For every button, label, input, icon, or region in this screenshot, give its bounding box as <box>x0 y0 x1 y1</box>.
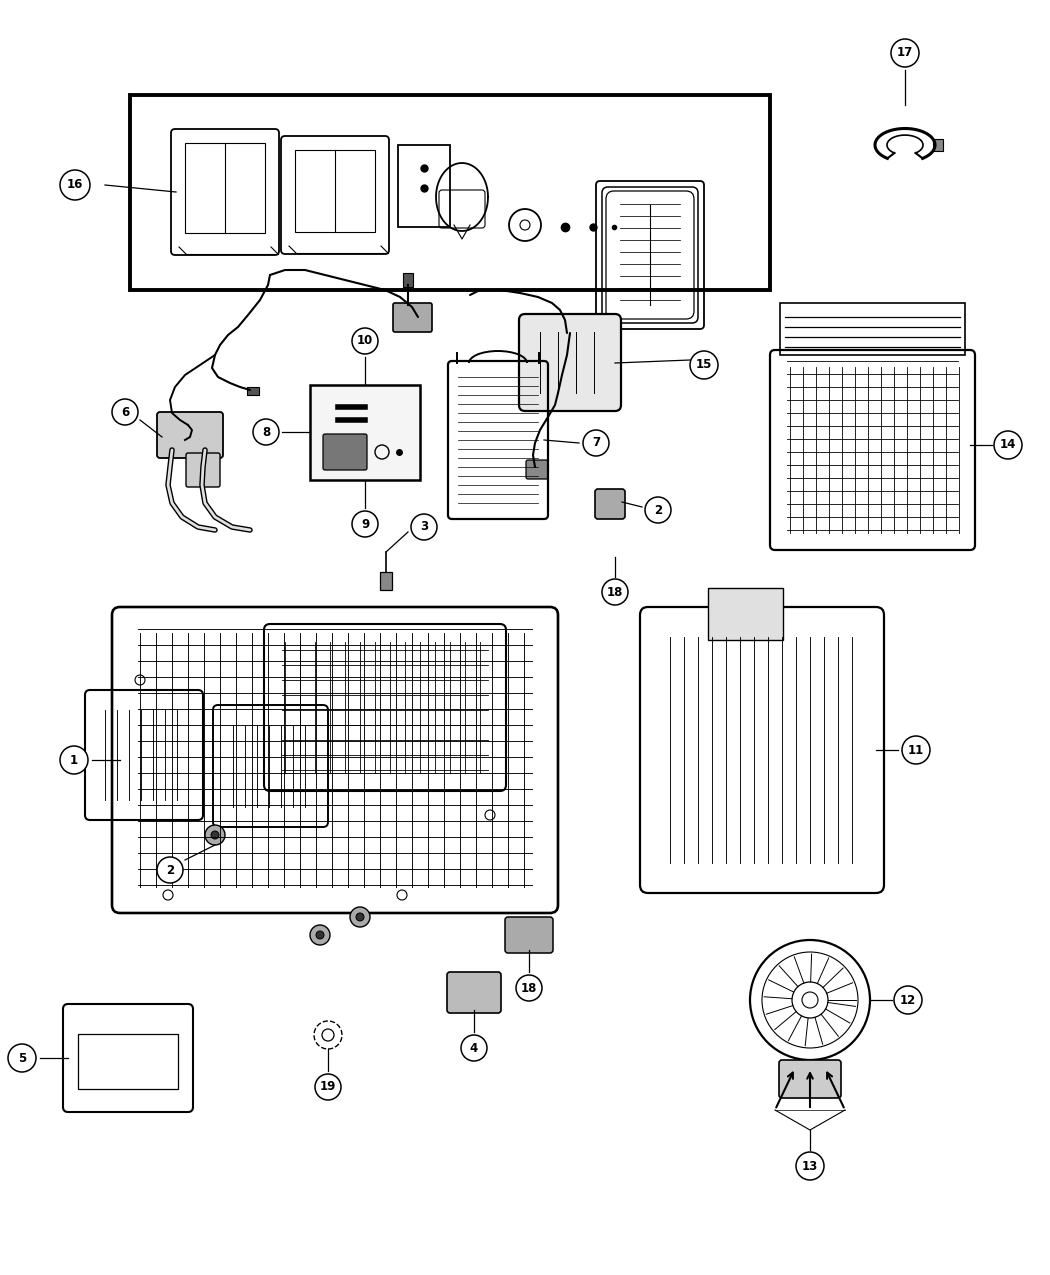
Text: 1: 1 <box>70 754 78 766</box>
FancyBboxPatch shape <box>779 1060 841 1098</box>
Text: 2: 2 <box>654 504 663 516</box>
Bar <box>130 96 770 289</box>
Text: 12: 12 <box>900 993 916 1006</box>
FancyBboxPatch shape <box>595 490 625 519</box>
Circle shape <box>516 975 542 1001</box>
Text: 10: 10 <box>357 334 373 348</box>
Text: 14: 14 <box>1000 439 1016 451</box>
Circle shape <box>352 511 378 537</box>
Circle shape <box>60 170 90 200</box>
Bar <box>933 139 943 150</box>
Circle shape <box>994 431 1022 459</box>
Circle shape <box>205 825 225 845</box>
Circle shape <box>356 913 364 921</box>
Circle shape <box>690 351 718 379</box>
FancyBboxPatch shape <box>323 434 367 470</box>
Bar <box>403 273 413 287</box>
Text: 3: 3 <box>420 520 428 533</box>
Text: 4: 4 <box>470 1042 478 1054</box>
Bar <box>398 145 450 227</box>
Circle shape <box>60 746 88 774</box>
Text: 7: 7 <box>592 436 600 450</box>
Text: 8: 8 <box>261 426 270 439</box>
Circle shape <box>461 1035 487 1061</box>
Text: 18: 18 <box>521 982 538 994</box>
Circle shape <box>211 831 219 839</box>
FancyBboxPatch shape <box>526 460 548 479</box>
Text: 19: 19 <box>320 1080 336 1094</box>
FancyBboxPatch shape <box>505 917 553 952</box>
Circle shape <box>158 857 183 884</box>
Circle shape <box>894 986 922 1014</box>
Circle shape <box>902 736 930 764</box>
Circle shape <box>583 430 609 456</box>
Circle shape <box>253 419 279 445</box>
Text: 16: 16 <box>67 179 83 191</box>
Circle shape <box>411 514 437 541</box>
FancyBboxPatch shape <box>158 412 223 458</box>
Bar <box>780 303 965 354</box>
Text: 11: 11 <box>908 743 924 756</box>
Bar <box>78 1034 178 1089</box>
Circle shape <box>8 1044 36 1072</box>
Bar <box>310 385 420 479</box>
Circle shape <box>796 1153 824 1179</box>
Text: 15: 15 <box>696 358 712 371</box>
Circle shape <box>310 924 330 945</box>
FancyBboxPatch shape <box>519 314 621 411</box>
Text: 6: 6 <box>121 405 129 418</box>
FancyBboxPatch shape <box>447 972 501 1014</box>
Text: 5: 5 <box>18 1052 26 1065</box>
Circle shape <box>891 40 919 68</box>
Text: 13: 13 <box>802 1159 818 1173</box>
Circle shape <box>112 399 138 425</box>
FancyBboxPatch shape <box>393 303 432 332</box>
Circle shape <box>315 1074 341 1100</box>
FancyBboxPatch shape <box>186 453 220 487</box>
Text: 2: 2 <box>166 863 174 876</box>
Bar <box>247 388 259 395</box>
Bar <box>380 572 392 590</box>
Text: 17: 17 <box>897 46 914 60</box>
Circle shape <box>602 579 628 606</box>
Circle shape <box>316 931 324 938</box>
Bar <box>295 150 375 232</box>
Circle shape <box>350 907 370 927</box>
Text: 18: 18 <box>607 585 624 598</box>
Circle shape <box>352 328 378 354</box>
Bar <box>185 143 265 233</box>
Text: 9: 9 <box>361 518 370 530</box>
Bar <box>708 588 783 640</box>
Circle shape <box>645 497 671 523</box>
